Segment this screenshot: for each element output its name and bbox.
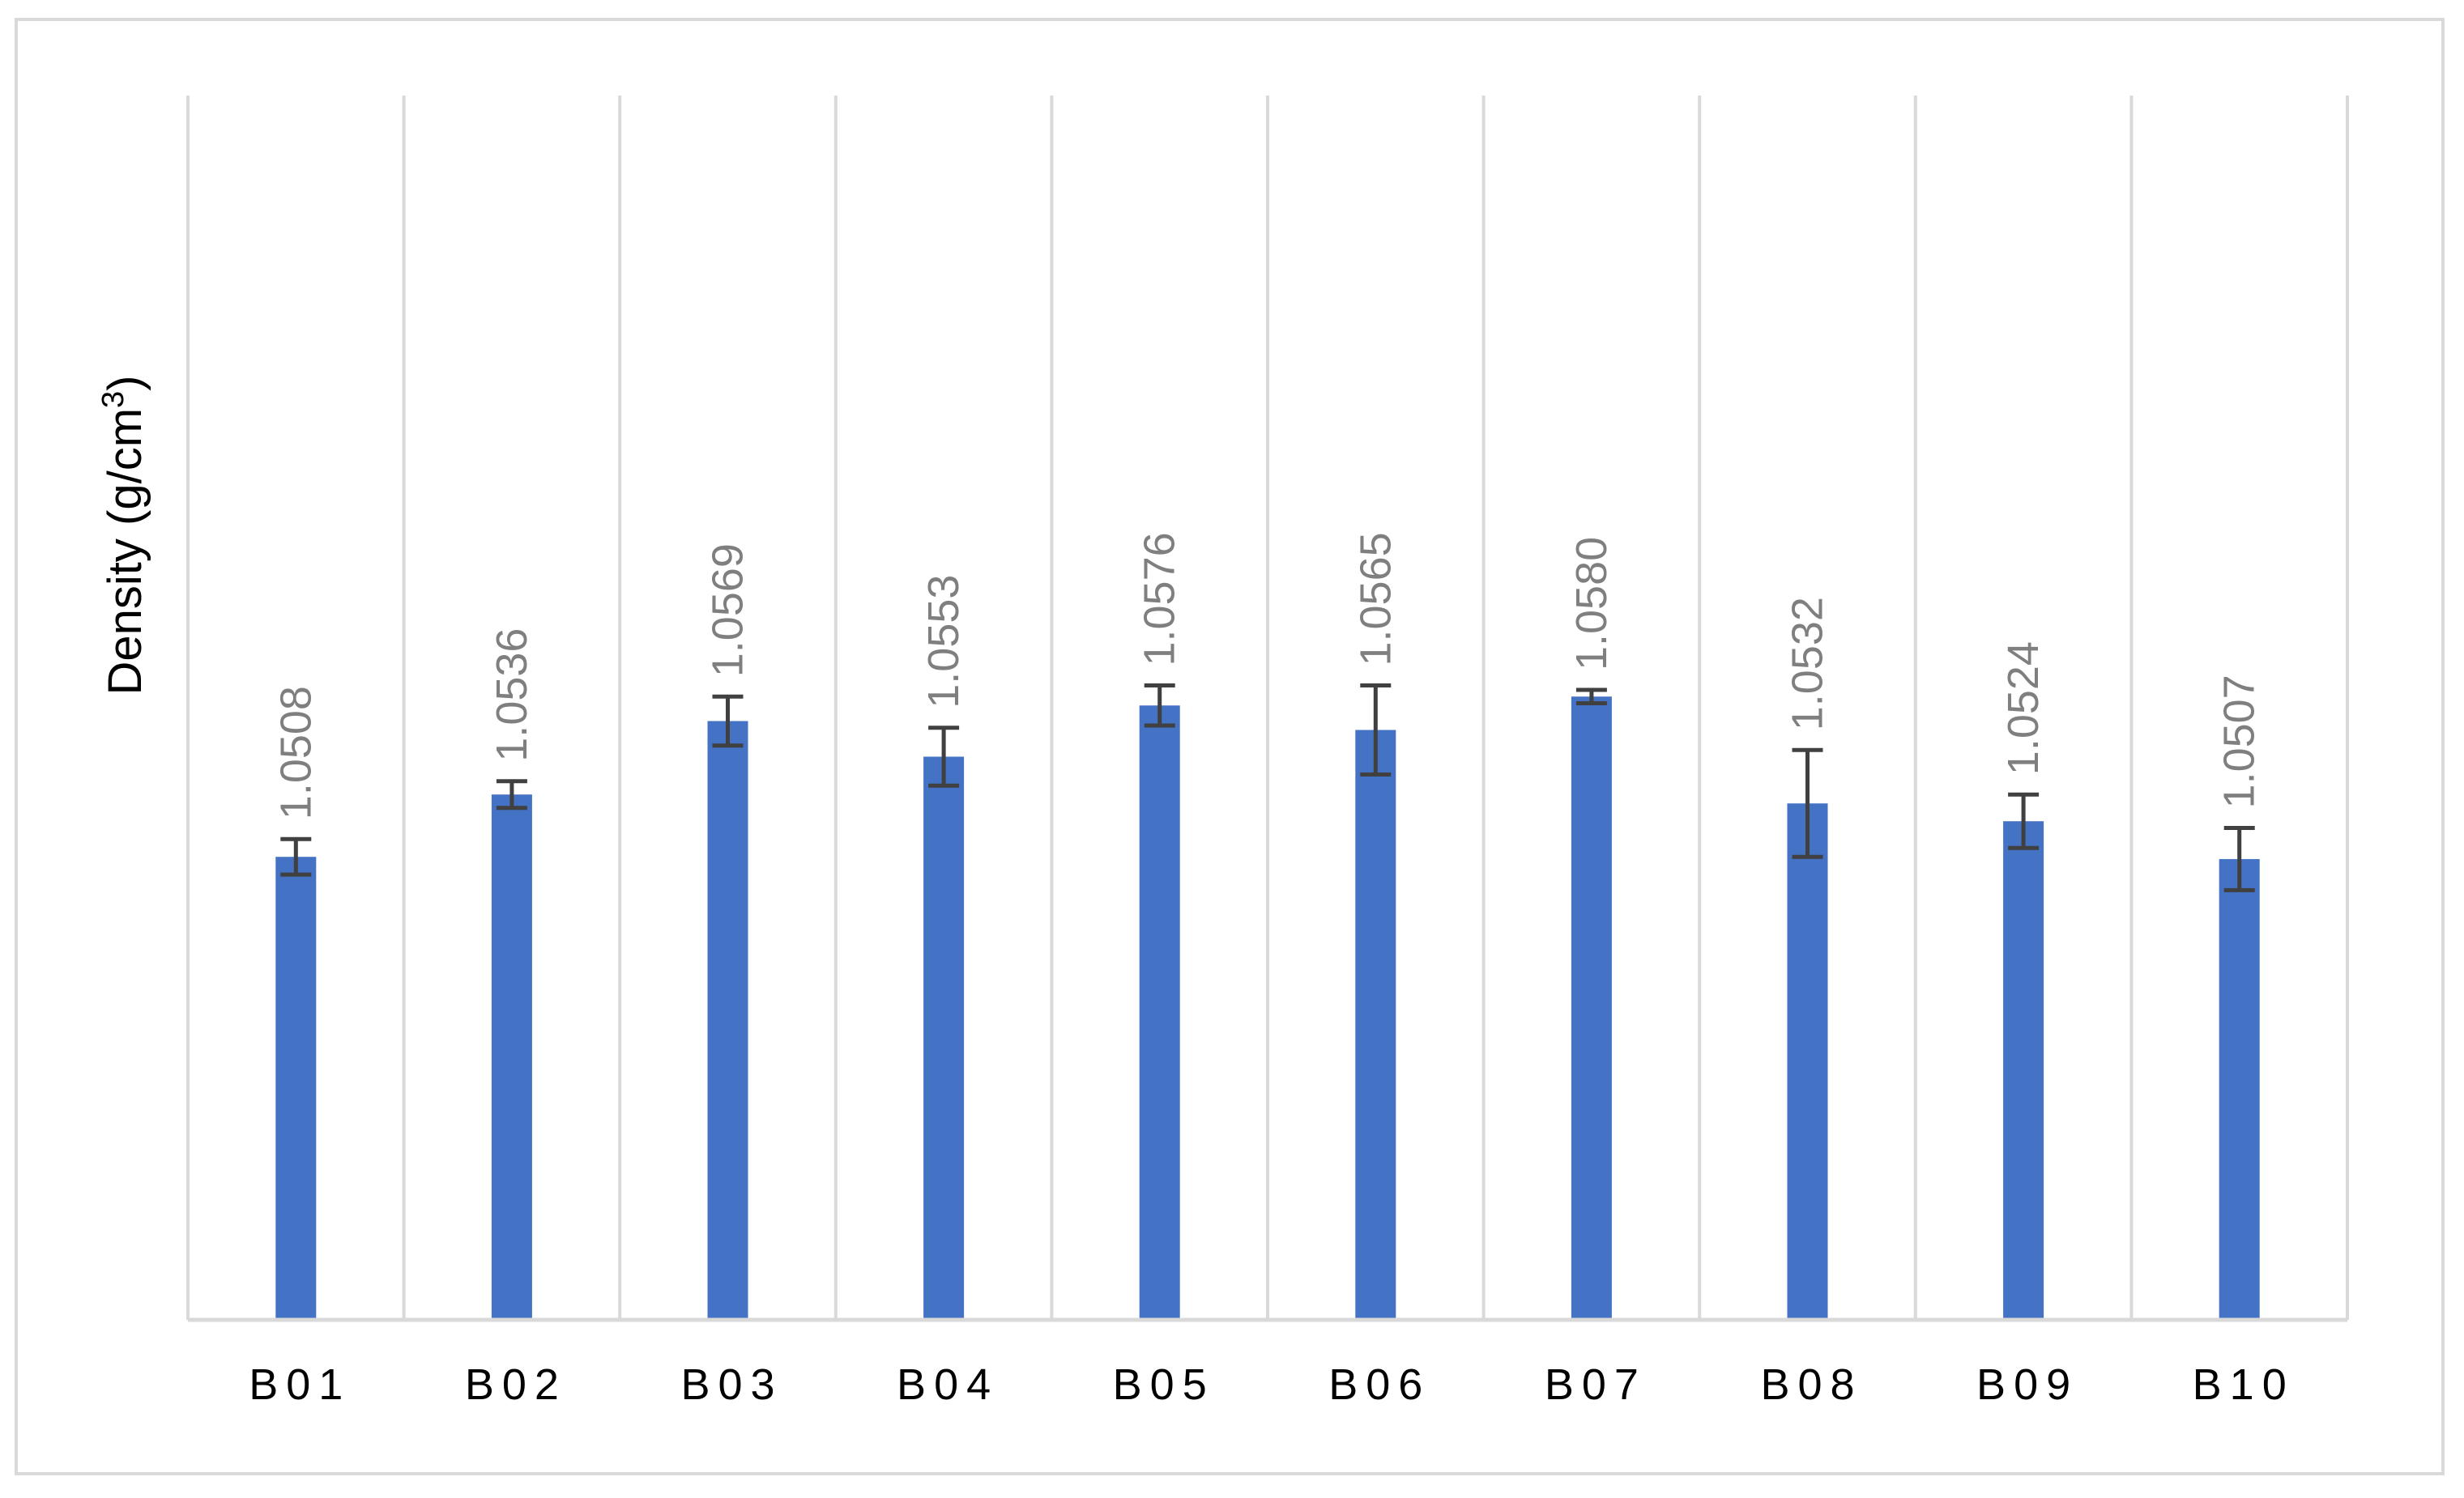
bars: [275, 696, 2260, 1320]
bar: [1139, 705, 1180, 1320]
bar: [2003, 821, 2044, 1320]
data-label: 1.0580: [1567, 537, 1616, 670]
y-axis-label-main: Density (g/cm: [99, 408, 151, 696]
y-axis-label-superscript: 3: [96, 391, 130, 408]
data-label: 1.0524: [1999, 641, 2048, 775]
x-tick-label: B01: [249, 1360, 351, 1409]
gridlines: [186, 96, 2349, 1320]
data-label: 1.0508: [271, 686, 320, 819]
x-tick-label: B02: [465, 1360, 567, 1409]
bar: [1571, 696, 1612, 1320]
data-label: 1.0565: [1351, 532, 1400, 666]
data-label: 1.0507: [2215, 675, 2264, 808]
x-tick-label: B04: [897, 1360, 999, 1409]
error-bars: [280, 683, 2255, 892]
x-tick-label: B07: [1545, 1360, 1647, 1409]
x-tick-label: B10: [2193, 1360, 2295, 1409]
data-label: 1.0532: [1784, 597, 1832, 730]
bar: [491, 794, 532, 1320]
bar: [1355, 730, 1396, 1320]
bar: [2219, 858, 2260, 1320]
data-label: 1.0553: [919, 575, 968, 709]
y-axis-label: Density (g/cm3): [96, 376, 151, 696]
data-labels: 1.0508 1.0536 1.0569 1.0553 1.0576 1.0565 1.05…: [271, 532, 2263, 819]
bar: [275, 857, 317, 1320]
x-tick-label: B05: [1113, 1360, 1215, 1409]
x-tick-label: B03: [680, 1360, 782, 1409]
bar-chart: Density (g/cm3) 1.0508 1.0536 1.0569 1.0553…: [96, 96, 2349, 1409]
x-tick-label: B06: [1328, 1360, 1430, 1409]
bar: [707, 721, 748, 1320]
chart-frame: Density (g/cm3) 1.0508 1.0536 1.0569 1.0553…: [15, 18, 2445, 1475]
x-axis-ticks: B01 B02 B03 B04 B05 B06 B07 B08 B09 B10: [249, 1360, 2295, 1409]
data-label: 1.0569: [704, 543, 752, 677]
bar: [923, 756, 965, 1320]
data-label: 1.0576: [1136, 532, 1184, 666]
data-label: 1.0536: [488, 628, 536, 762]
x-tick-label: B09: [1976, 1360, 2078, 1409]
bar: [1787, 803, 1828, 1320]
x-tick-label: B08: [1760, 1360, 1862, 1409]
y-axis-label-suffix: ): [99, 376, 151, 391]
